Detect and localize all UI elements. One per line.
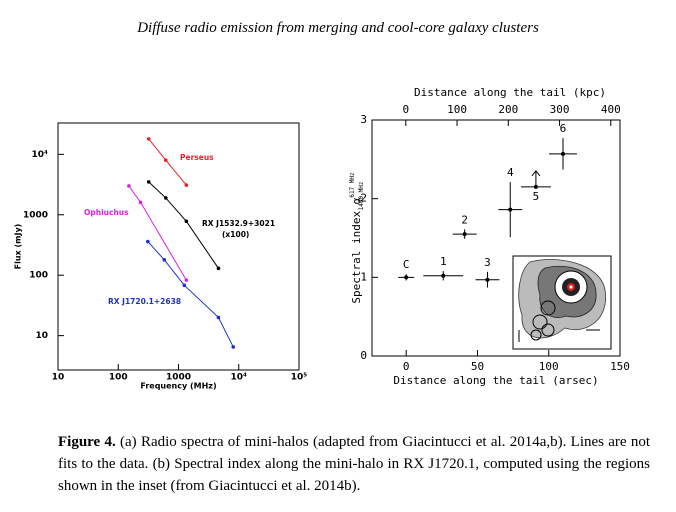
series-label: Perseus [180, 153, 214, 162]
x-tick-label: 10⁴ [231, 373, 248, 383]
x-tick-label: 1000 [166, 373, 191, 383]
data-point [146, 137, 151, 141]
series-line [148, 181, 219, 269]
data-point [485, 277, 490, 282]
y-label-main: Spectral index α [350, 197, 363, 303]
y-tick-label: 3 [360, 113, 367, 126]
y-tick-label: 0 [360, 349, 367, 362]
x-tick-label: 100 [109, 373, 128, 383]
x-tick-label: 10⁵ [291, 373, 308, 383]
point-label: 2 [461, 213, 468, 226]
data-point [162, 257, 167, 262]
data-point [184, 278, 189, 282]
annotation: (x100) [222, 230, 249, 239]
inset-map [512, 255, 612, 350]
y-tick-label: 1 [360, 270, 367, 283]
series-label: RX J1532.9+3021 [202, 219, 275, 228]
point-label: C [403, 258, 410, 271]
x2-axis-label: Distance along the tail (kpc) [414, 86, 606, 99]
data-point [184, 183, 189, 187]
data-point [184, 219, 189, 224]
plot-frame [57, 122, 300, 371]
plot-frame [371, 119, 621, 357]
data-point [216, 315, 221, 320]
y-tick-label: 10⁴ [32, 150, 49, 160]
y-label-sub: 1400 MHz [358, 181, 365, 210]
panel-b: 0 50 100 150 0 100 200 300 400 0 1 2 3 Distance along… [349, 86, 630, 387]
point-label: 3 [484, 256, 491, 269]
series-label: Ophiuchus [84, 208, 129, 217]
data-point [146, 180, 151, 184]
running-header: Diffuse radio emission from merging and … [137, 20, 539, 36]
data-point [216, 266, 221, 271]
x2-tick-label: 400 [601, 103, 621, 116]
y-axis-label: Flux (mJy) [14, 224, 23, 270]
point-label: 5 [533, 190, 540, 203]
x-tick-label: 10 [52, 373, 65, 383]
data-point [533, 184, 538, 189]
caption-text: (a) Radio spectra of mini-halos (adapted… [58, 434, 651, 494]
series-label: RX J1720.1+2638 [108, 297, 181, 306]
x-tick-label: 150 [610, 360, 630, 373]
x2-tick-label: 100 [447, 103, 467, 116]
data-point [146, 239, 150, 244]
data-point [508, 207, 513, 212]
data-point [138, 200, 143, 205]
y-tick-label: 10 [35, 331, 48, 341]
y-tick-label: 100 [29, 271, 48, 281]
data-point [127, 184, 131, 188]
y-tick-label: 2 [360, 192, 367, 205]
data-point [182, 283, 187, 288]
data-point [404, 275, 409, 280]
x-axis-label: Frequency (MHz) [140, 382, 216, 391]
data-point [560, 151, 565, 156]
panel-a: 10 100 1000 10⁴ 10⁵ 10 100 1000 10⁴ Frequency (MH… [14, 122, 308, 391]
point-label: 6 [560, 122, 567, 135]
figure-caption: Figure 4. (a) Radio spectra of mini-halo… [58, 431, 650, 497]
x-tick-label: 100 [539, 360, 559, 373]
series-line [128, 185, 187, 281]
x2-tick-label: 300 [550, 103, 570, 116]
x2-tick-label: 0 [403, 103, 410, 116]
series-line [147, 241, 234, 348]
y-axis-label: Spectral index α617 MHz 1400 MHz [349, 172, 365, 304]
y-label-sup: 617 MHz [349, 172, 356, 198]
lower-limit-arrow [531, 170, 541, 187]
x-tick-label: 50 [471, 360, 484, 373]
x2-tick-label: 200 [498, 103, 518, 116]
data-point [462, 232, 467, 237]
data-point [163, 196, 168, 200]
x-axis-label: Distance along the tail (arsec) [393, 374, 598, 387]
caption-label: Figure 4. [58, 434, 116, 450]
data-point [441, 273, 446, 278]
y-tick-label: 1000 [23, 210, 48, 220]
point-label: 4 [507, 166, 514, 179]
x-tick-label: 0 [403, 360, 410, 373]
point-label: 1 [440, 255, 447, 268]
data-point [163, 158, 168, 162]
data-point [231, 345, 236, 349]
